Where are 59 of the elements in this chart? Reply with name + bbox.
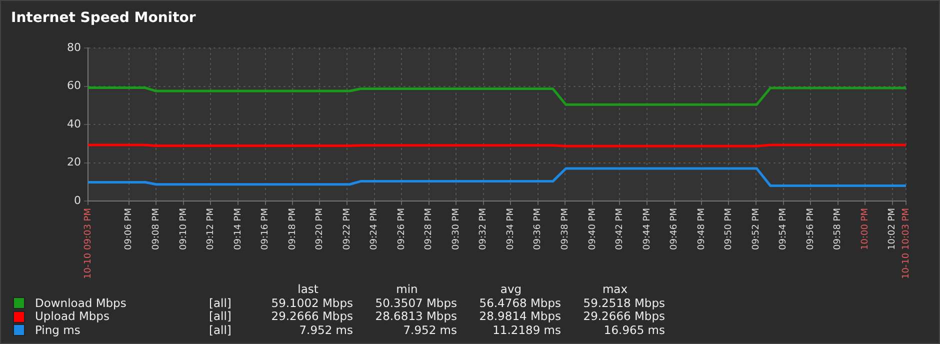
x-tick-label: 09:50 PM (724, 208, 734, 250)
x-tick-label: 09:26 PM (396, 208, 407, 250)
text: 29.2666 Mbps (270, 309, 353, 324)
x-tick-label: 09:10 PM (178, 208, 189, 250)
x-tick-label: 10:02 PM (888, 208, 898, 250)
x-tick-label: 09:08 PM (151, 208, 162, 250)
x-tick-label: 10-10 09:03 PM (83, 208, 94, 280)
chart-title: Internet Speed Monitor (11, 10, 196, 26)
x-tick-label: 09:54 PM (778, 208, 789, 250)
x-tick-label: 09:12 PM (206, 208, 216, 250)
x-tick-label: 09:52 PM (751, 208, 762, 250)
x-tick-label: 09:20 PM (315, 208, 326, 250)
x-tick-label: 09:42 PM (615, 208, 626, 250)
x-tick-label: 09:58 PM (833, 208, 844, 250)
x-tick-label: 09:14 PM (233, 208, 244, 250)
x-tick-label: 09:18 PM (288, 208, 298, 250)
x-tick-label: 09:06 PM (124, 208, 134, 250)
text: [all] (209, 296, 232, 310)
text: 28.9814 Mbps (478, 309, 561, 324)
x-tick-label: 09:24 PM (370, 208, 380, 250)
legend-label: Ping ms (35, 322, 82, 337)
x-tick-label: 09:34 PM (506, 208, 516, 250)
legend-label: Upload Mbps (35, 309, 110, 324)
x-tick-label: 09:36 PM (533, 208, 544, 250)
x-tick-label: 09:40 PM (588, 208, 598, 250)
text: [all] (209, 322, 232, 337)
x-tick-label: 09:44 PM (642, 208, 652, 250)
y-tick-label: 60 (67, 79, 81, 92)
x-tick-label: 09:32 PM (478, 208, 489, 250)
x-tick-label: 09:28 PM (424, 208, 434, 250)
x-tick-label: 09:22 PM (342, 208, 352, 250)
text: 59.2518 Mbps (582, 296, 665, 310)
y-tick-label: 20 (67, 156, 81, 169)
text: avg (499, 282, 523, 296)
text: 29.2666 Mbps (582, 309, 665, 324)
text: 56.4768 Mbps (478, 296, 561, 310)
text: 7.952 ms (298, 322, 353, 337)
x-tick-label: 09:48 PM (696, 208, 707, 250)
x-tick-label: 09:16 PM (260, 208, 271, 250)
text: [all] (209, 309, 232, 324)
y-tick-label: 80 (67, 40, 81, 54)
legend-label: Download Mbps (35, 296, 128, 310)
text: max (601, 282, 629, 296)
x-tick-label: 09:46 PM (670, 208, 680, 250)
text: 11.2189 ms (492, 322, 561, 337)
text: 16.965 ms (602, 322, 665, 337)
text: 28.6813 Mbps (374, 309, 457, 324)
x-tick-label: 10:00 PM (860, 208, 870, 250)
text: 7.952 ms (402, 322, 457, 337)
x-tick-label: 10-10 10:03 PM (901, 208, 912, 280)
y-tick-label: 40 (67, 117, 81, 130)
x-tick-label: 09:38 PM (560, 208, 570, 250)
text: last (296, 282, 320, 296)
x-tick-label: 09:56 PM (806, 208, 816, 250)
x-tick-label: 09:30 PM (451, 208, 462, 250)
text: 50.3507 Mbps (374, 296, 457, 310)
text: 59.1002 Mbps (270, 296, 353, 310)
y-tick-label: 0 (74, 194, 81, 207)
text: min (395, 282, 419, 296)
